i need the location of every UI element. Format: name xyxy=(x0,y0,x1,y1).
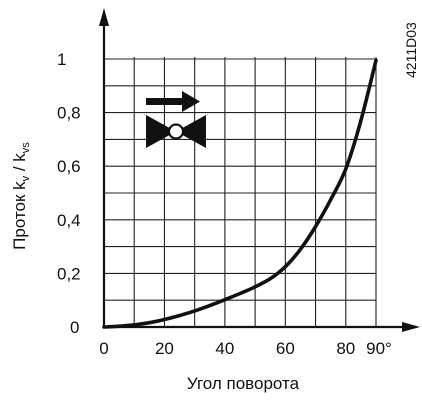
y-tick-label: 0,8 xyxy=(57,104,81,123)
y-axis-arrow xyxy=(99,8,109,26)
x-tick-label: 80 xyxy=(336,339,355,358)
x-tick-label: 90° xyxy=(366,339,392,358)
y-axis-label-sep: / k xyxy=(10,153,29,176)
series-line xyxy=(102,58,378,329)
series-layer xyxy=(102,58,378,329)
x-tick-label: 60 xyxy=(276,339,295,358)
y-tick-label: 0 xyxy=(70,318,79,337)
valve-with-flow-arrow-icon xyxy=(146,91,206,148)
y-axis-label-main: Проток k xyxy=(10,181,29,250)
y-axis-label: Проток kv / kvs xyxy=(10,142,32,250)
x-tick-label: 0 xyxy=(99,339,108,358)
figure-code-annotation: 4211D03 xyxy=(403,22,419,78)
x-tick-label: 40 xyxy=(215,339,234,358)
y-tick-label: 1 xyxy=(57,50,66,69)
tick-labels: 0 20 40 60 80 90° 0 0,2 0,4 0,6 0,8 1 xyxy=(57,50,392,358)
y-axis-label-sub1: v xyxy=(20,175,32,181)
grid xyxy=(104,57,377,327)
x-tick-label: 20 xyxy=(155,339,174,358)
x-axis-arrow xyxy=(402,322,420,332)
y-axis-label-sub2: vs xyxy=(20,142,32,154)
y-tick-label: 0,4 xyxy=(57,211,81,230)
y-tick-label: 0,6 xyxy=(57,157,81,176)
axes xyxy=(99,8,420,332)
x-axis-label: Угол поворота xyxy=(187,374,300,393)
y-tick-label: 0,2 xyxy=(57,264,81,283)
